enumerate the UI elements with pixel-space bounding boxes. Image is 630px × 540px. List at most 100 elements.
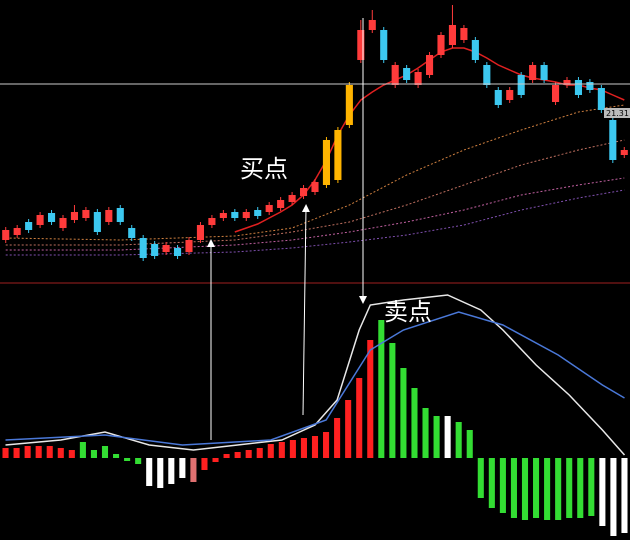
macd-bar xyxy=(179,458,186,478)
macd-bar xyxy=(466,430,473,458)
candle-body xyxy=(36,215,44,225)
candle-body xyxy=(93,212,101,232)
candle-body xyxy=(368,20,376,30)
macd-bar xyxy=(455,422,462,458)
candle-body xyxy=(105,210,113,222)
candle-body xyxy=(254,210,262,216)
macd-bar xyxy=(533,458,540,518)
macd-bar xyxy=(90,450,97,458)
candle-body xyxy=(196,225,205,240)
macd-bar xyxy=(400,368,407,458)
macd-bar xyxy=(510,458,517,518)
candle-body xyxy=(551,85,560,102)
macd-bar xyxy=(588,458,595,516)
macd-bar xyxy=(124,458,131,461)
price-tag-label: 21.31 xyxy=(606,109,629,118)
macd-bar xyxy=(201,458,208,470)
macd-bar xyxy=(367,340,374,458)
macd-bar xyxy=(566,458,573,518)
candle-body xyxy=(311,182,319,192)
candle-body xyxy=(151,244,159,256)
candle-body xyxy=(162,245,170,252)
indicator-line xyxy=(5,294,626,456)
macd-bar xyxy=(35,446,42,458)
candle-body xyxy=(128,228,136,238)
candle-body xyxy=(47,213,56,222)
candle-body xyxy=(620,150,628,155)
candle-body xyxy=(391,65,399,85)
candle-body xyxy=(517,75,525,95)
candle-body xyxy=(586,82,594,90)
candle-body xyxy=(82,210,90,218)
candle-body xyxy=(59,218,67,228)
macd-bar xyxy=(245,450,252,458)
candle-body xyxy=(380,30,388,60)
candle-body xyxy=(13,228,21,235)
macd-bar xyxy=(444,416,451,458)
macd-bar xyxy=(499,458,506,513)
macd-bar xyxy=(256,448,263,458)
candle-body xyxy=(471,40,479,60)
macd-bar xyxy=(521,458,529,520)
candle-body xyxy=(25,222,33,230)
candle-body xyxy=(242,212,250,218)
candle-body xyxy=(288,195,296,202)
macd-bar xyxy=(68,450,75,458)
macd-bar xyxy=(389,343,396,458)
candle-body xyxy=(334,130,342,180)
macd-bar xyxy=(334,418,341,458)
macd-bar xyxy=(555,458,562,520)
candle-body xyxy=(540,65,548,80)
candle-body xyxy=(494,90,502,105)
macd-bar xyxy=(544,458,551,520)
macd-bar xyxy=(2,448,9,458)
plot-layer xyxy=(2,5,628,536)
price-tag xyxy=(604,108,630,118)
macd-bar xyxy=(267,444,274,458)
macd-bar xyxy=(157,458,164,488)
macd-bar xyxy=(433,416,440,458)
macd-bar xyxy=(13,448,20,458)
candle-body xyxy=(219,213,227,218)
macd-bar xyxy=(477,458,484,498)
macd-bar xyxy=(311,436,319,458)
macd-bar xyxy=(356,378,363,458)
candle-body xyxy=(403,68,411,80)
macd-bar xyxy=(46,446,53,458)
indicator-line xyxy=(5,311,625,446)
indicator-line xyxy=(5,177,625,251)
macd-bar xyxy=(610,458,617,536)
candle-body xyxy=(265,205,273,212)
candle-body xyxy=(299,188,308,196)
candle-body xyxy=(609,120,617,160)
macd-bar xyxy=(168,458,175,484)
candle-body xyxy=(277,200,285,208)
candle-body xyxy=(2,230,10,240)
candle-body xyxy=(208,218,216,225)
macd-bar xyxy=(599,458,606,526)
macd-bar xyxy=(24,446,31,458)
candle-body xyxy=(322,140,331,185)
macd-bar xyxy=(422,408,429,458)
candle-body xyxy=(563,80,571,85)
buy-arrow xyxy=(301,204,310,416)
candle-body xyxy=(414,72,422,85)
macd-bar xyxy=(289,440,296,458)
macd-bar xyxy=(278,442,285,458)
indicator-line xyxy=(5,189,625,256)
macd-bar xyxy=(190,458,197,482)
candle-body xyxy=(173,248,182,256)
indicator-line xyxy=(5,104,625,241)
macd-bar xyxy=(411,388,418,458)
candle-body xyxy=(529,65,537,80)
sell-label: 卖点 xyxy=(384,298,432,326)
macd-bar xyxy=(488,458,495,508)
macd-bar xyxy=(234,452,241,458)
macd-bar xyxy=(146,458,153,486)
buy-label: 买点 xyxy=(240,155,288,183)
macd-bar xyxy=(113,454,120,458)
macd-bar xyxy=(212,458,219,462)
candle-body xyxy=(425,55,434,75)
